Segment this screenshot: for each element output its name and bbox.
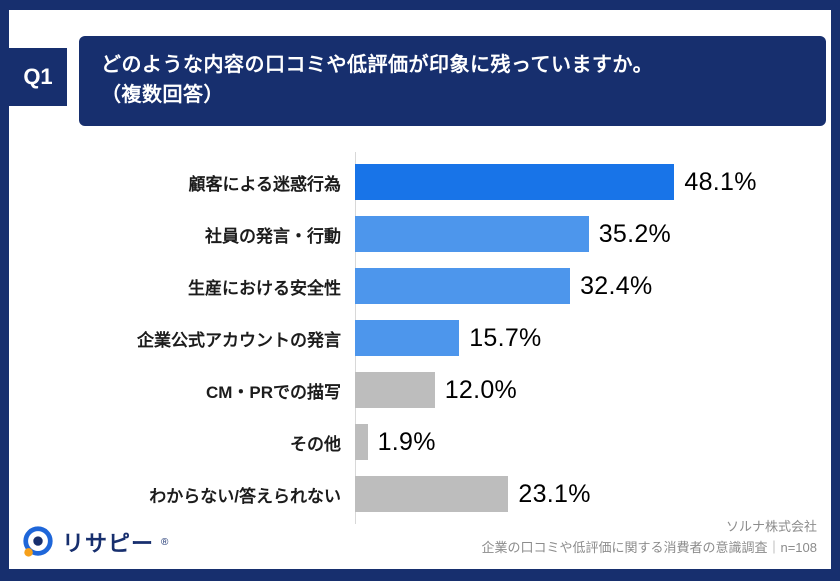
bar-track: 23.1% — [355, 476, 831, 512]
bar — [355, 476, 509, 512]
question-number-badge: Q1 — [9, 48, 67, 106]
logo-text: リサピー — [62, 531, 155, 556]
bar-track: 48.1% — [355, 164, 831, 200]
footer: リサピー ® ソルナ株式会社 企業の口コミや低評価に関する消費者の意識調査｜n=… — [21, 517, 817, 559]
value-label: 23.1% — [518, 479, 591, 508]
value-label: 15.7% — [469, 323, 542, 352]
bar-row: その他 1.9% — [9, 416, 831, 468]
bar-chart: 顧客による迷惑行為 48.1% 社員の発言・行動 35.2% 生産における安全性 32.4… — [9, 152, 831, 524]
category-label: 顧客による迷惑行為 — [188, 174, 342, 194]
credit-survey: 企業の口コミや低評価に関する消費者の意識調査｜n=108 — [481, 540, 817, 556]
bar — [355, 164, 675, 200]
logo-icon — [21, 525, 55, 559]
category-label: CM・PRでの描写 — [205, 382, 341, 402]
card-inner: Q1 どのような内容の口コミや低評価が印象に残っていますか。 （複数回答） 顧客… — [9, 10, 831, 569]
category-label: 社員の発言・行動 — [205, 226, 341, 246]
bar-row: 顧客による迷惑行為 48.1% — [9, 156, 831, 208]
bar-track: 35.2% — [355, 216, 831, 252]
bar-row: わからない/答えられない 23.1% — [9, 468, 831, 520]
category-label: 企業公式アカウントの発言 — [137, 330, 341, 350]
bar — [355, 320, 460, 356]
bar-track: 15.7% — [355, 320, 831, 356]
value-label: 35.2% — [598, 219, 672, 248]
value-label: 12.0% — [444, 375, 518, 404]
bar-track: 32.4% — [355, 268, 831, 304]
bar — [355, 372, 435, 408]
bar-row: 生産における安全性 32.4% — [9, 260, 831, 312]
bar-track: 1.9% — [355, 424, 831, 460]
logo-registered-mark: ® — [161, 536, 169, 548]
bar-rows: 顧客による迷惑行為 48.1% 社員の発言・行動 35.2% 生産における安全性 32.4… — [9, 156, 831, 520]
bar-track: 12.0% — [355, 372, 831, 408]
bar-row: 社員の発言・行動 35.2% — [9, 208, 831, 260]
header: Q1 どのような内容の口コミや低評価が印象に残っていますか。 （複数回答） — [9, 36, 831, 126]
question-title-line1: どのような内容の口コミや低評価が印象に残っていますか。 — [101, 54, 654, 76]
question-title-box: どのような内容の口コミや低評価が印象に残っていますか。 （複数回答） — [79, 36, 826, 126]
bar-row: 企業公式アカウントの発言 15.7% — [9, 312, 831, 364]
value-label: 32.4% — [580, 271, 653, 300]
question-title-line2: （複数回答） — [101, 84, 224, 106]
credit-company: ソルナ株式会社 — [725, 519, 817, 535]
value-label: 1.9% — [377, 427, 436, 456]
logo: リサピー ® — [21, 525, 168, 559]
bar — [355, 216, 589, 252]
category-label: その他 — [290, 434, 341, 454]
bar-row: CM・PRでの描写 12.0% — [9, 364, 831, 416]
value-label: 48.1% — [684, 167, 757, 196]
category-label: わからない/答えられない — [149, 486, 341, 506]
bar — [355, 268, 571, 304]
category-label: 生産における安全性 — [188, 278, 341, 298]
credit: ソルナ株式会社 企業の口コミや低評価に関する消費者の意識調査｜n=108 — [481, 517, 817, 559]
bar — [355, 424, 368, 460]
